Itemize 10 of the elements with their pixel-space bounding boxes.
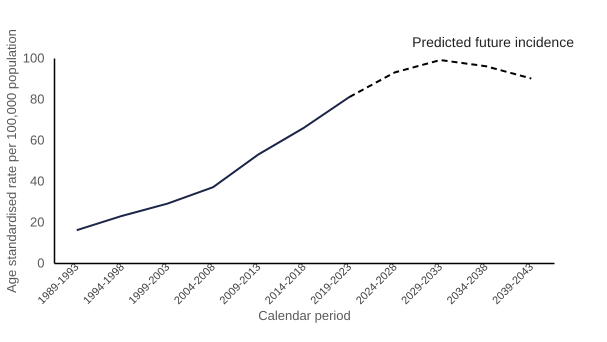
line-series — [348, 59, 532, 98]
y-tick-label: 60 — [30, 132, 44, 148]
y-tick-label: 40 — [30, 174, 44, 188]
y-tick-label: 20 — [30, 214, 44, 230]
y-tick-label: 100 — [22, 50, 44, 66]
line-series — [76, 96, 350, 232]
y-axis-title: Age standardised rate per 100,000 population — [4, 29, 19, 293]
x-axis-title: Calendar period — [258, 308, 351, 324]
y-tick-label: 80 — [30, 92, 44, 106]
text: Predicted future incidence — [412, 34, 574, 50]
